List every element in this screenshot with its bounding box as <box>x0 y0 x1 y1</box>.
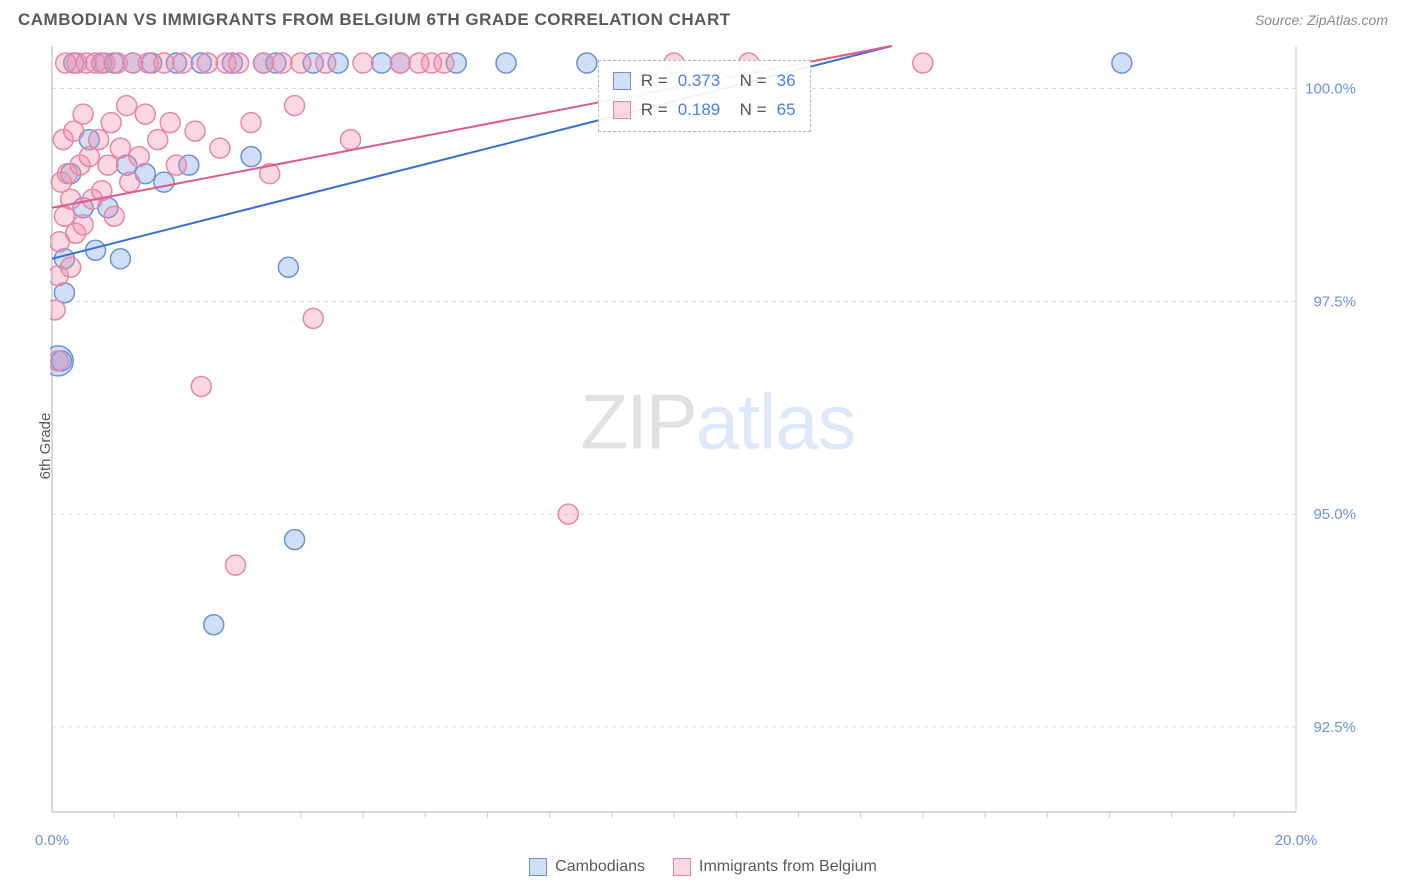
data-point <box>372 53 392 73</box>
data-point <box>166 155 186 175</box>
legend-label: Cambodians <box>555 858 645 876</box>
stats-r-value: 0.373 <box>678 67 721 96</box>
chart-title: CAMBODIAN VS IMMIGRANTS FROM BELGIUM 6TH… <box>18 10 731 30</box>
data-point <box>316 53 336 73</box>
data-point <box>285 530 305 550</box>
data-point <box>160 113 180 133</box>
legend-swatch <box>613 101 631 119</box>
scatter-plot-svg: 92.5% 95.0% 97.5% 100.0% <box>50 44 1386 832</box>
stats-r-label: R = <box>641 67 668 96</box>
data-point <box>104 206 124 226</box>
x-axis-tick-labels: 0.0%20.0% <box>50 832 1386 852</box>
x-tick-label: 0.0% <box>35 832 69 849</box>
data-point <box>229 53 249 73</box>
data-point <box>390 53 410 73</box>
data-point <box>50 351 68 371</box>
data-point <box>278 257 298 277</box>
data-point <box>185 121 205 141</box>
data-point <box>117 96 137 116</box>
data-point <box>198 53 218 73</box>
y-tick-label: 92.5% <box>1313 719 1356 736</box>
stats-row: R = 0.373 N = 36 <box>613 67 796 96</box>
legend-item: Cambodians <box>529 858 645 876</box>
data-point <box>73 104 93 124</box>
data-point <box>341 130 361 150</box>
data-point <box>110 249 130 269</box>
data-point <box>135 104 155 124</box>
data-point <box>129 147 149 167</box>
stats-r-value: 0.189 <box>678 96 721 125</box>
x-tick-label: 20.0% <box>1275 832 1318 849</box>
stats-n-value: 65 <box>777 96 796 125</box>
data-point <box>120 172 140 192</box>
chart-source: Source: ZipAtlas.com <box>1255 12 1388 28</box>
data-point <box>101 113 121 133</box>
correlation-stats-box: R = 0.373 N = 36R = 0.189 N = 65 <box>598 60 811 132</box>
data-point <box>98 155 118 175</box>
data-point <box>303 308 323 328</box>
chart-header: CAMBODIAN VS IMMIGRANTS FROM BELGIUM 6TH… <box>0 0 1406 36</box>
data-point <box>1112 53 1132 73</box>
data-point <box>225 555 245 575</box>
y-tick-label: 100.0% <box>1305 81 1356 98</box>
data-point <box>253 53 273 73</box>
data-point <box>353 53 373 73</box>
data-point <box>241 113 261 133</box>
legend-swatch <box>529 858 547 876</box>
y-tick-label: 95.0% <box>1313 506 1356 523</box>
data-point <box>291 53 311 73</box>
data-point <box>89 130 109 150</box>
stats-n-label: N = <box>730 96 766 125</box>
data-point <box>241 147 261 167</box>
data-point <box>61 257 81 277</box>
data-point <box>434 53 454 73</box>
data-point <box>148 130 168 150</box>
data-point <box>154 53 174 73</box>
data-point <box>913 53 933 73</box>
data-point <box>110 138 130 158</box>
data-point <box>154 172 174 192</box>
data-point <box>577 53 597 73</box>
data-point <box>191 376 211 396</box>
plot-area: 92.5%95.0%97.5%100.0% ZIPatlas R = 0.373… <box>50 44 1386 832</box>
legend-swatch <box>673 858 691 876</box>
data-point <box>210 138 230 158</box>
stats-n-value: 36 <box>777 67 796 96</box>
data-point <box>496 53 516 73</box>
data-point <box>73 215 93 235</box>
y-tick-label: 97.5% <box>1313 293 1356 310</box>
stats-row: R = 0.189 N = 65 <box>613 96 796 125</box>
legend-item: Immigrants from Belgium <box>673 858 877 876</box>
data-point <box>173 53 193 73</box>
stats-n-label: N = <box>730 67 766 96</box>
data-point <box>272 53 292 73</box>
stats-r-label: R = <box>641 96 668 125</box>
chart-legend: Cambodians Immigrants from Belgium <box>0 858 1406 876</box>
data-point <box>285 96 305 116</box>
data-point <box>558 504 578 524</box>
legend-label: Immigrants from Belgium <box>699 858 877 876</box>
data-point <box>204 615 224 635</box>
legend-swatch <box>613 72 631 90</box>
data-point <box>50 300 65 320</box>
